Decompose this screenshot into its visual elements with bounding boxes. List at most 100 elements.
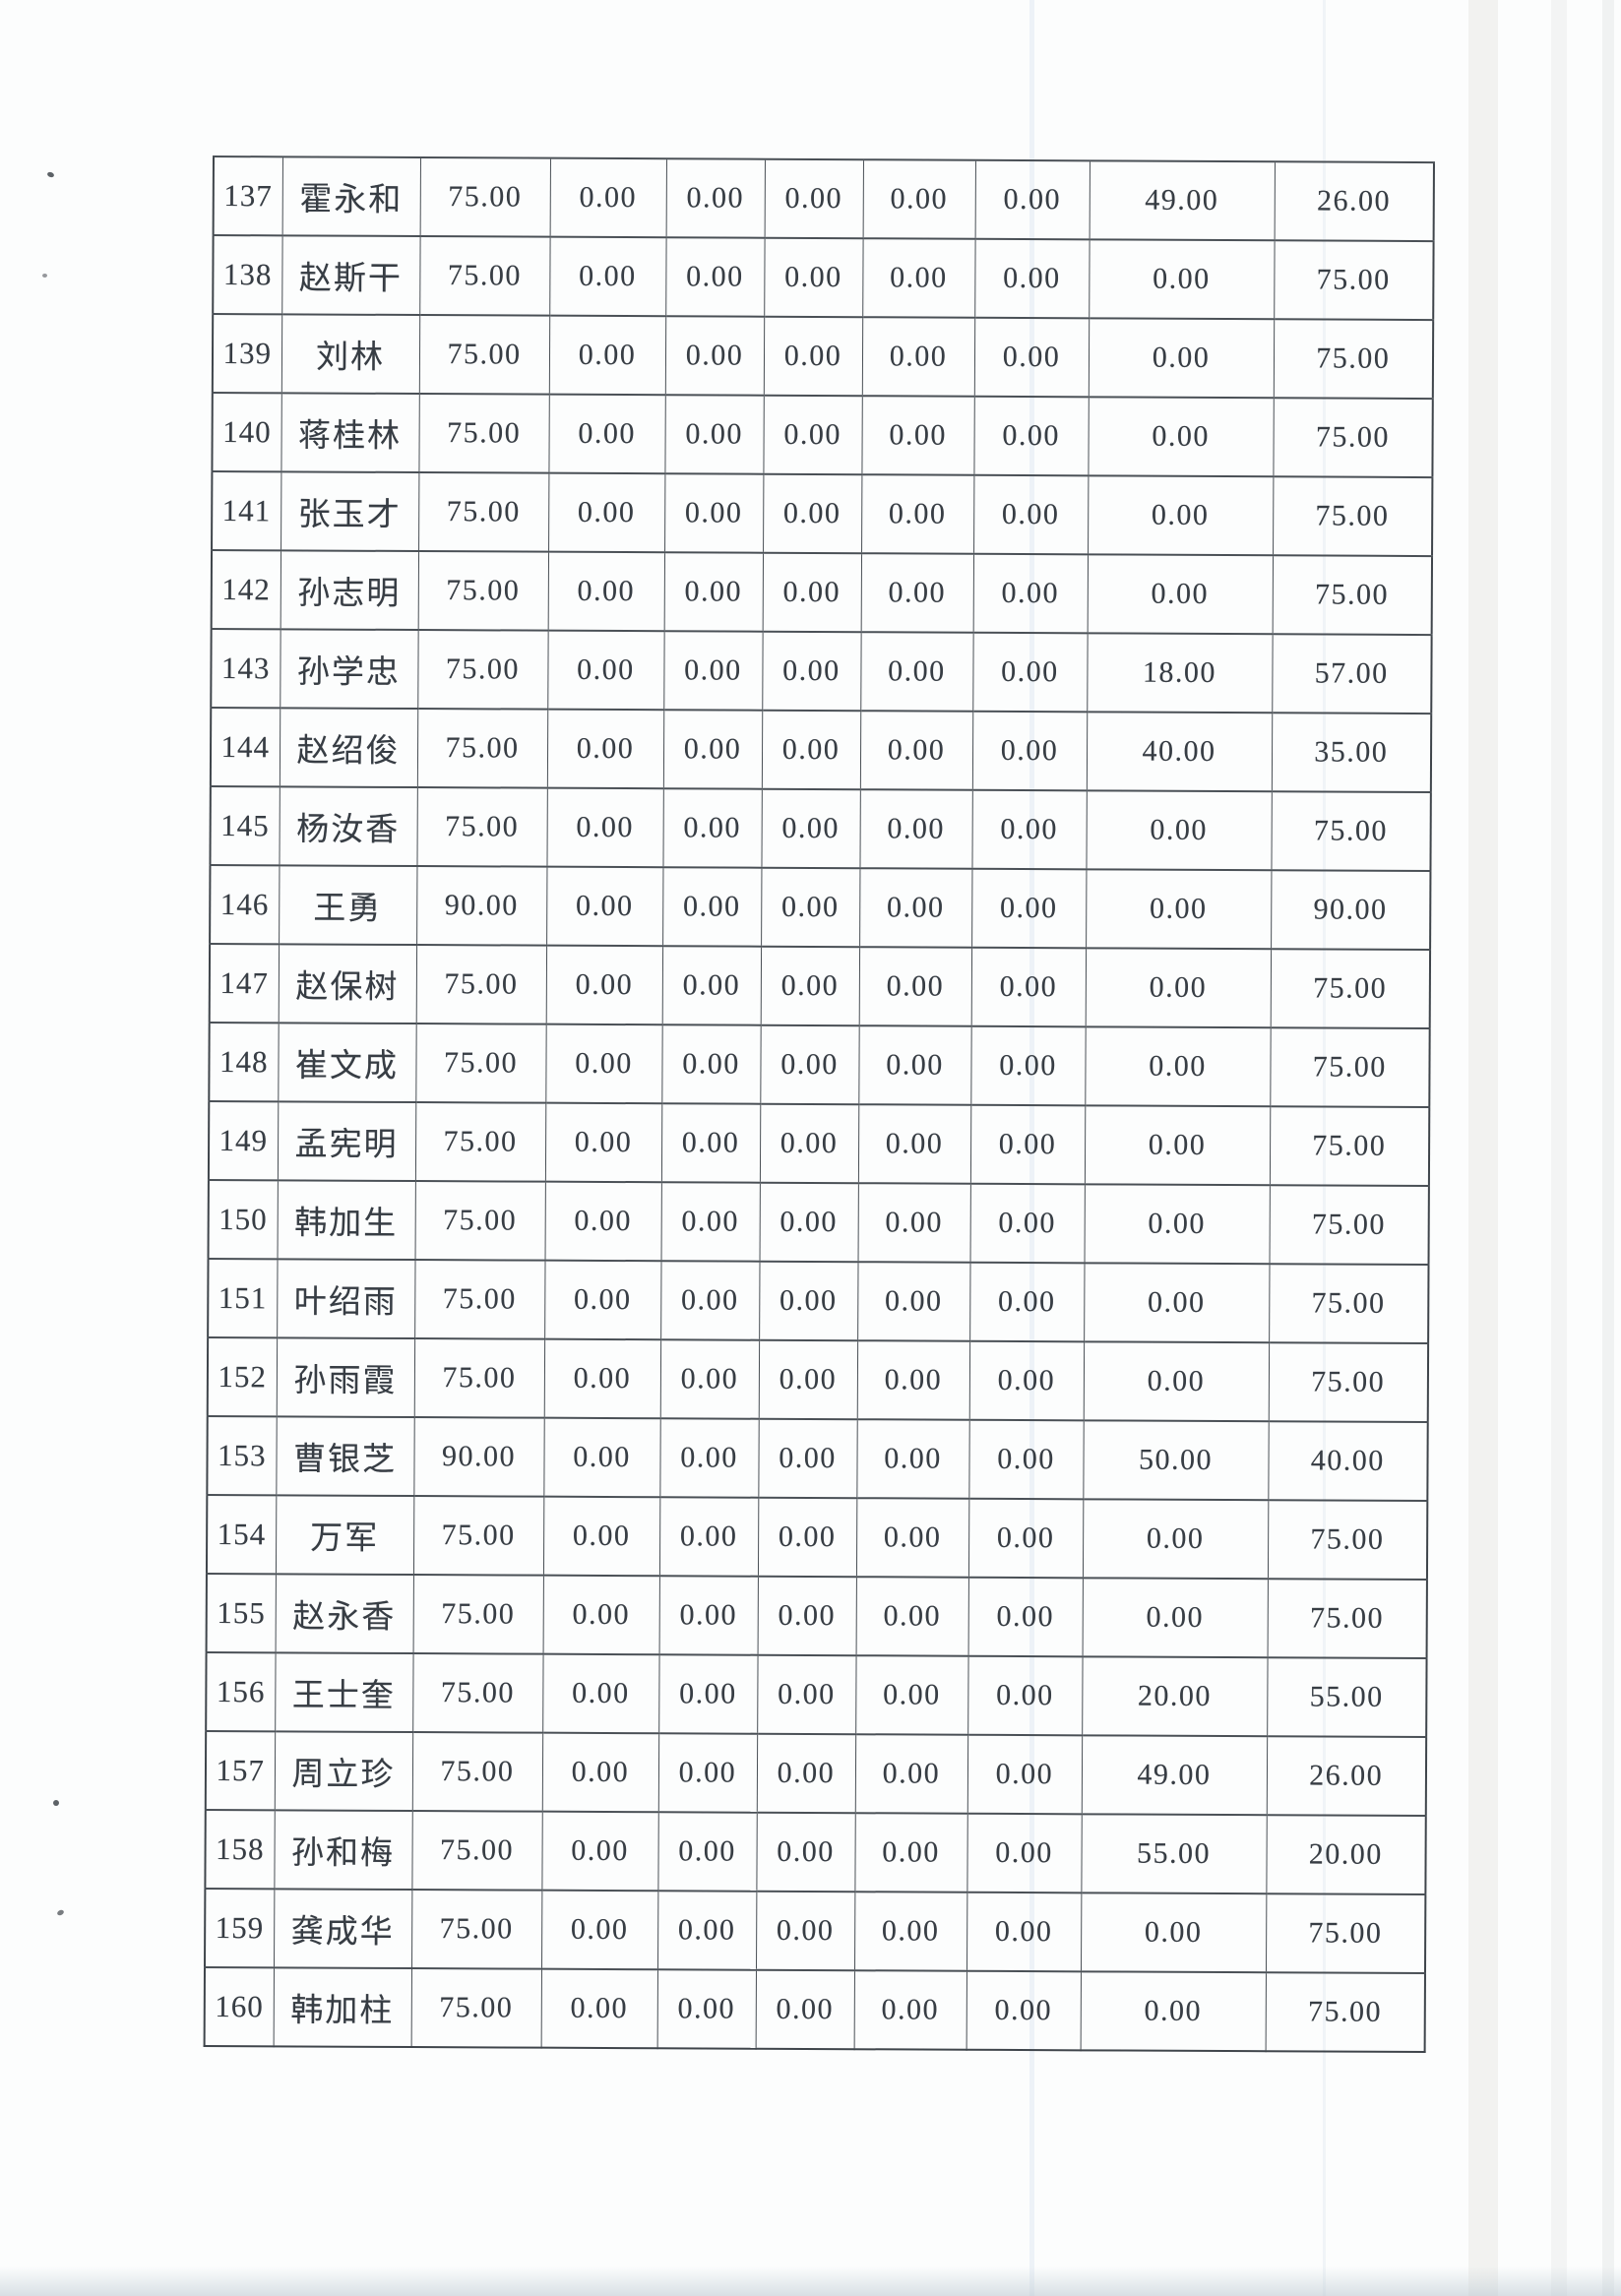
value-cell: 75.00 <box>414 1260 545 1339</box>
value-cell: 0.00 <box>855 1498 969 1578</box>
table-row: 153 曹银芝 90.00 0.00 0.00 0.00 0.00 0.00 50.00 40.0… <box>207 1415 1428 1502</box>
name-cell: 周立珍 <box>274 1731 413 1812</box>
value-cell: 0.00 <box>658 1576 758 1655</box>
value-cell: 0.00 <box>659 1339 760 1419</box>
value-cell: 0.00 <box>966 1970 1081 2051</box>
value-cell: 75.00 <box>417 551 549 631</box>
value-cell: 0.00 <box>544 1260 661 1340</box>
value-cell: 0.00 <box>860 632 973 712</box>
row-number-cell: 138 <box>213 235 282 315</box>
value-cell: 18.00 <box>1087 633 1273 714</box>
value-cell: 0.00 <box>761 788 860 869</box>
value-cell: 0.00 <box>861 396 974 475</box>
value-cell: 75.00 <box>417 630 548 710</box>
scan-streak <box>1602 0 1614 2296</box>
name-cell: 赵绍俊 <box>279 708 418 788</box>
table-row: 145 杨汝香 75.00 0.00 0.00 0.00 0.00 0.00 0.00 75.00 <box>210 785 1431 872</box>
value-cell: 0.00 <box>665 237 765 317</box>
value-cell: 40.00 <box>1268 1421 1428 1502</box>
value-cell: 0.00 <box>1086 869 1272 950</box>
table-row: 147 赵保树 75.00 0.00 0.00 0.00 0.00 0.00 0.00 75.00 <box>209 943 1431 1029</box>
value-cell: 0.00 <box>859 868 972 948</box>
row-number-cell: 159 <box>205 1888 275 1968</box>
value-cell: 0.00 <box>974 238 1090 319</box>
value-cell: 0.00 <box>967 1655 1083 1736</box>
row-number-cell: 152 <box>207 1336 278 1417</box>
value-cell: 0.00 <box>542 1496 660 1577</box>
value-cell: 0.00 <box>664 316 765 396</box>
table-row: 152 孙雨霞 75.00 0.00 0.00 0.00 0.00 0.00 0.00 75.00 <box>207 1336 1429 1423</box>
value-cell: 0.00 <box>662 788 762 868</box>
row-number-cell: 150 <box>208 1179 278 1260</box>
value-cell: 75.00 <box>1274 240 1434 321</box>
name-cell: 赵永香 <box>275 1574 413 1654</box>
value-cell: 0.00 <box>548 315 666 396</box>
value-cell: 0.00 <box>661 1024 761 1104</box>
value-cell: 49.00 <box>1089 160 1275 241</box>
name-cell: 曹银芝 <box>276 1416 414 1497</box>
value-cell: 0.00 <box>853 1970 966 2050</box>
value-cell: 0.00 <box>970 1025 1086 1106</box>
row-number-cell: 145 <box>210 785 280 866</box>
value-cell: 55.00 <box>1267 1657 1427 1738</box>
value-cell: 0.00 <box>540 1890 658 1970</box>
table-row: 149 孟宪明 75.00 0.00 0.00 0.00 0.00 0.00 0.00 75.00 <box>208 1100 1430 1187</box>
table-row: 154 万军 75.00 0.00 0.00 0.00 0.00 0.00 0.00 75.00 <box>206 1494 1428 1581</box>
name-cell: 孙和梅 <box>274 1810 412 1891</box>
value-cell: 0.00 <box>756 1812 855 1893</box>
value-cell: 0.00 <box>540 1968 657 2049</box>
scan-bottom-band <box>0 2266 1621 2296</box>
table-row: 142 孙志明 75.00 0.00 0.00 0.00 0.00 0.00 0.00 75.00 <box>211 550 1433 636</box>
table-row: 139 刘林 75.00 0.00 0.00 0.00 0.00 0.00 0.00 75.00 <box>212 314 1434 400</box>
value-cell: 0.00 <box>973 474 1089 555</box>
value-cell: 0.00 <box>859 711 973 790</box>
name-cell: 王勇 <box>279 865 417 946</box>
value-cell: 75.00 <box>1273 476 1433 557</box>
value-cell: 0.00 <box>1082 1499 1269 1580</box>
table-row: 151 叶绍雨 75.00 0.00 0.00 0.00 0.00 0.00 0.00 75.00 <box>208 1258 1429 1344</box>
name-cell: 万军 <box>275 1495 414 1576</box>
value-cell: 0.00 <box>761 867 860 948</box>
scan-streak <box>1551 0 1567 2296</box>
value-cell: 0.00 <box>1085 948 1272 1028</box>
value-cell: 20.00 <box>1266 1815 1426 1895</box>
value-cell: 0.00 <box>971 868 1087 949</box>
row-number-cell: 151 <box>208 1258 278 1338</box>
value-cell: 75.00 <box>419 236 550 316</box>
value-cell: 0.00 <box>857 1183 970 1263</box>
table-row: 150 韩加生 75.00 0.00 0.00 0.00 0.00 0.00 0.00 75.00 <box>208 1179 1429 1266</box>
value-cell: 75.00 <box>419 157 550 237</box>
value-cell: 0.00 <box>969 1262 1085 1342</box>
value-cell: 75.00 <box>1269 1106 1430 1187</box>
value-cell: 0.00 <box>968 1419 1084 1500</box>
value-cell: 0.00 <box>544 1102 662 1183</box>
table-row: 158 孙和梅 75.00 0.00 0.00 0.00 0.00 0.00 55.00 20.0… <box>205 1809 1426 1895</box>
value-cell: 0.00 <box>861 317 975 397</box>
name-cell: 孙雨霞 <box>276 1337 415 1418</box>
table-row: 138 赵斯干 75.00 0.00 0.00 0.00 0.00 0.00 0.00 75.00 <box>213 235 1434 321</box>
name-cell: 赵保树 <box>278 944 417 1024</box>
value-cell: 0.00 <box>853 1892 967 1971</box>
value-cell: 0.00 <box>545 945 663 1025</box>
value-cell: 0.00 <box>856 1340 970 1420</box>
value-cell: 0.00 <box>658 1654 758 1734</box>
table-row: 146 王勇 90.00 0.00 0.00 0.00 0.00 0.00 0.00 90.00 <box>210 864 1431 951</box>
value-cell: 0.00 <box>763 316 863 397</box>
value-cell: 75.00 <box>1267 1500 1428 1581</box>
scan-streak <box>1029 0 1034 2296</box>
ink-speck <box>46 171 55 178</box>
value-cell: 75.00 <box>1270 949 1431 1029</box>
table-row: 144 赵绍俊 75.00 0.00 0.00 0.00 0.00 0.00 40.00 35.0… <box>210 707 1432 793</box>
value-cell: 0.00 <box>755 1891 855 1971</box>
value-cell: 75.00 <box>414 1102 546 1182</box>
value-cell: 0.00 <box>764 237 863 318</box>
value-cell: 75.00 <box>410 1968 541 2048</box>
value-cell: 0.00 <box>1084 1184 1270 1265</box>
name-cell: 霍永和 <box>281 156 420 237</box>
value-cell: 0.00 <box>548 472 665 553</box>
value-cell: 0.00 <box>548 394 665 474</box>
value-cell: 0.00 <box>855 1655 968 1735</box>
name-cell: 蒋桂林 <box>281 393 419 473</box>
row-number-cell: 147 <box>209 943 280 1024</box>
